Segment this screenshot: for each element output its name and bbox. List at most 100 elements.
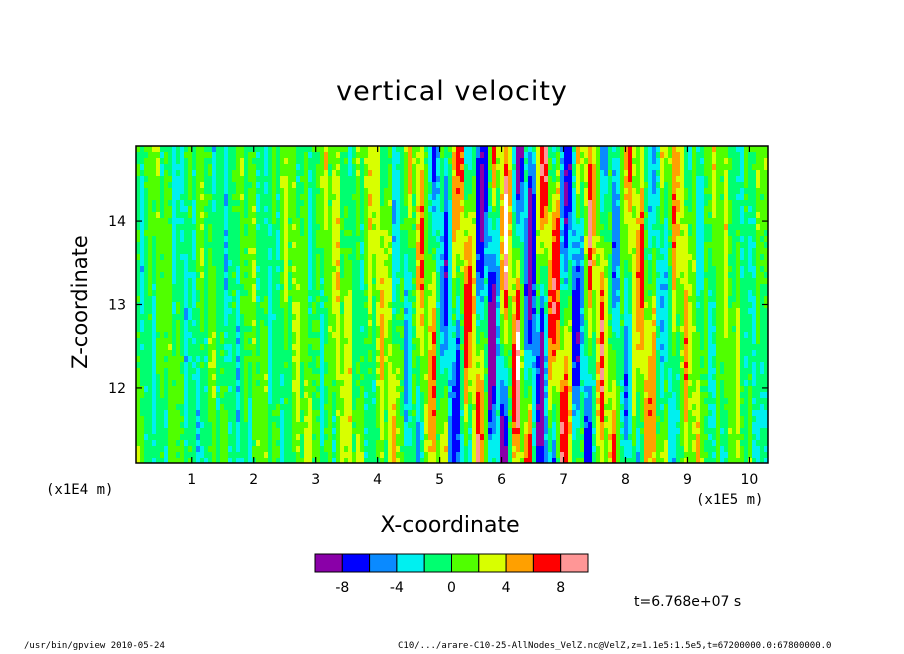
heatmap-cell (188, 266, 193, 273)
heatmap-cell (332, 296, 337, 303)
heatmap-cell (404, 356, 409, 363)
heatmap-cell (176, 416, 181, 423)
heatmap-cell (376, 230, 381, 237)
heatmap-cell (456, 308, 461, 315)
heatmap-cell (248, 314, 253, 321)
heatmap-cell (292, 314, 297, 321)
heatmap-cell (196, 362, 201, 369)
heatmap-cell (244, 266, 249, 273)
heatmap-cell (328, 326, 333, 333)
heatmap-cell (388, 410, 393, 417)
heatmap-cell (292, 170, 297, 177)
heatmap-cell (184, 380, 189, 387)
heatmap-cell (344, 296, 349, 303)
heatmap-cell (316, 278, 321, 285)
heatmap-cell (292, 320, 297, 327)
heatmap-cell (432, 434, 437, 441)
heatmap-cell (204, 254, 209, 261)
heatmap-cell (364, 398, 369, 405)
heatmap-cell (460, 398, 465, 405)
heatmap-cell (180, 308, 185, 315)
heatmap-cell (168, 158, 173, 165)
heatmap-cell (444, 266, 449, 273)
heatmap-cell (356, 344, 361, 351)
heatmap-cell (236, 296, 241, 303)
heatmap-cell (396, 452, 401, 459)
heatmap-cell (180, 380, 185, 387)
heatmap-cell (400, 344, 405, 351)
heatmap-cell (288, 446, 293, 453)
heatmap-cell (272, 428, 277, 435)
heatmap-cell (276, 410, 281, 417)
heatmap-cell (428, 332, 433, 339)
heatmap-cell (140, 392, 145, 399)
heatmap-cell (232, 338, 237, 345)
heatmap-cell (256, 230, 261, 237)
heatmap-cell (400, 320, 405, 327)
heatmap-cell (212, 176, 217, 183)
heatmap-cell (348, 434, 353, 441)
heatmap-cell (244, 296, 249, 303)
heatmap-cell (156, 284, 161, 291)
heatmap-cell (436, 218, 441, 225)
heatmap-cell (492, 146, 497, 153)
heatmap-cell (236, 170, 241, 177)
heatmap-cell (236, 206, 241, 213)
heatmap-cell (244, 176, 249, 183)
heatmap-cell (476, 284, 481, 291)
heatmap-cell (344, 344, 349, 351)
heatmap-cell (476, 224, 481, 231)
heatmap-cell (416, 380, 421, 387)
heatmap-cell (412, 386, 417, 393)
heatmap-cell (400, 296, 405, 303)
heatmap-cell (264, 368, 269, 375)
heatmap-cell (348, 374, 353, 381)
heatmap-cell (264, 380, 269, 387)
heatmap-cell (372, 248, 377, 255)
heatmap-cell (376, 218, 381, 225)
heatmap-cell (500, 296, 505, 303)
heatmap-cell (220, 398, 225, 405)
heatmap-cell (160, 440, 165, 447)
heatmap-cell (336, 452, 341, 459)
heatmap-cell (424, 368, 429, 375)
heatmap-cell (412, 434, 417, 441)
heatmap-cell (148, 344, 153, 351)
heatmap-cell (504, 344, 509, 351)
heatmap-cell (192, 452, 197, 459)
heatmap-cell (336, 380, 341, 387)
heatmap-cell (396, 326, 401, 333)
heatmap-cell (268, 356, 273, 363)
heatmap-cell (416, 296, 421, 303)
heatmap-cell (136, 254, 141, 261)
heatmap-cell (464, 170, 469, 177)
heatmap-cell (248, 188, 253, 195)
heatmap-cell (296, 170, 301, 177)
heatmap-cell (212, 164, 217, 171)
heatmap-cell (428, 398, 433, 405)
heatmap-cell (232, 188, 237, 195)
heatmap-cell (184, 392, 189, 399)
heatmap-cell (292, 200, 297, 207)
heatmap-cell (280, 254, 285, 261)
heatmap-cell (384, 416, 389, 423)
heatmap-cell (284, 236, 289, 243)
heatmap-cell (484, 296, 489, 303)
heatmap-cell (248, 152, 253, 159)
heatmap-cell (164, 170, 169, 177)
heatmap-cell (424, 158, 429, 165)
heatmap-cell (372, 176, 377, 183)
heatmap-cell (396, 428, 401, 435)
heatmap-cell (348, 452, 353, 459)
heatmap-cell (248, 332, 253, 339)
heatmap-cell (248, 218, 253, 225)
heatmap-cell (168, 434, 173, 441)
heatmap-cell (392, 404, 397, 411)
heatmap-cell (320, 344, 325, 351)
heatmap-cell (204, 284, 209, 291)
heatmap-cell (148, 152, 153, 159)
heatmap-cell (144, 332, 149, 339)
heatmap-cell (152, 392, 157, 399)
heatmap-cell (352, 350, 357, 357)
heatmap-cell (472, 332, 477, 339)
